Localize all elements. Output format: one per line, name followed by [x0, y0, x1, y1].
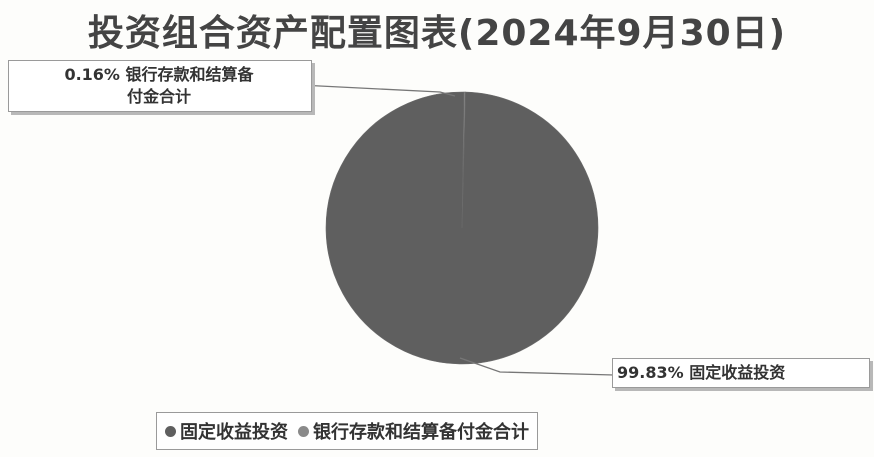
legend-label-bank-deposit: 银行存款和结算备付金合计	[313, 422, 529, 443]
legend-dot-icon	[298, 425, 309, 437]
data-label-fixed-income-text: 99.83% 固定收益投资	[617, 363, 786, 382]
data-label-fixed-income: 99.83% 固定收益投资	[612, 358, 870, 388]
leader-line-fixed-income	[459, 357, 615, 376]
legend-label-fixed-income: 固定收益投资	[180, 422, 288, 443]
chart-legend: 固定收益投资 银行存款和结算备付金合计	[156, 412, 538, 450]
data-label-bank-deposit: 0.16% 银行存款和结算备 付金合计	[8, 60, 312, 112]
leader-line-bank-deposit	[299, 84, 456, 97]
data-label-bank-deposit-line1: 0.16% 银行存款和结算备	[64, 65, 254, 84]
legend-item-fixed-income: 固定收益投资	[165, 418, 288, 444]
data-label-bank-deposit-line2: 付金合计	[126, 87, 191, 106]
legend-item-bank-deposit: 银行存款和结算备付金合计	[298, 418, 529, 444]
pie-slice-bank-deposit	[461, 91, 466, 229]
legend-dot-icon	[165, 425, 176, 437]
chart-title: 投资组合资产配置图表(2024年9月30日)	[87, 13, 787, 54]
